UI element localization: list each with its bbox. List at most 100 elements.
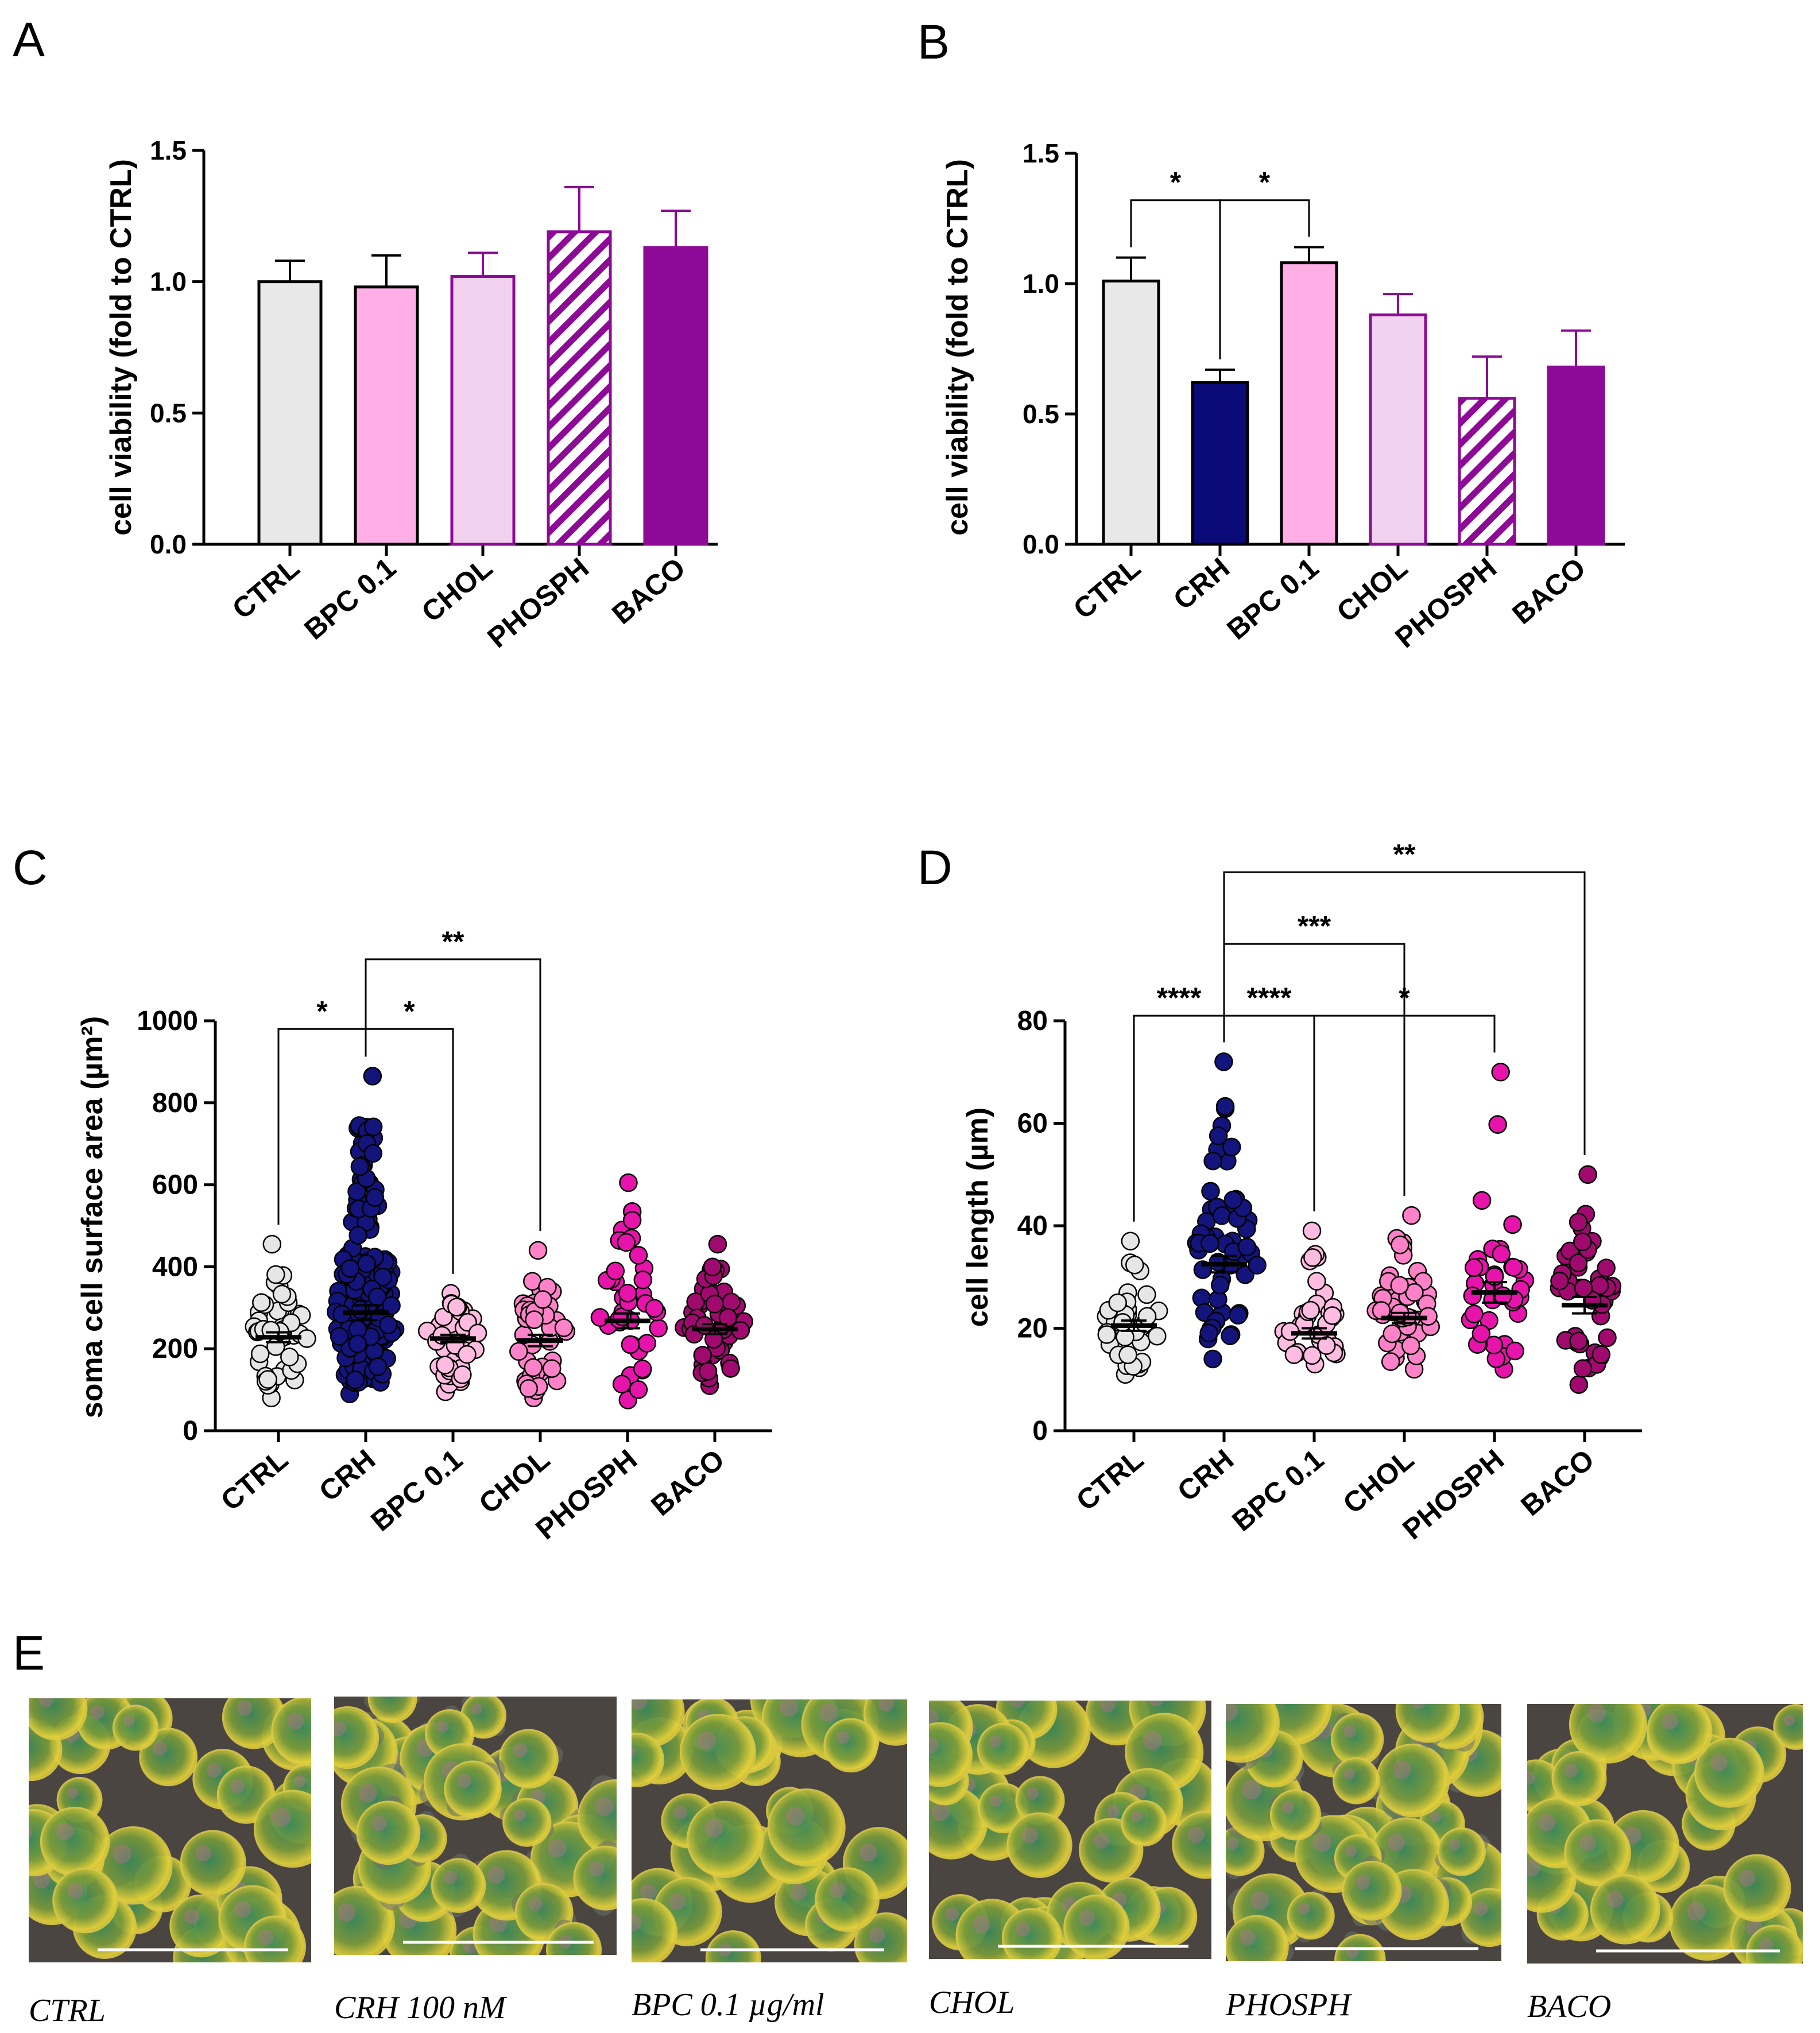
cell-highlight [1143,1731,1163,1751]
data-point [1284,1345,1304,1364]
cell-highlight [1343,1725,1356,1738]
data-point [633,1270,653,1289]
cell-highlight [548,1838,567,1858]
bar [1369,313,1427,546]
data-point [1137,1285,1156,1304]
cell [686,1800,764,1878]
cell-highlight [29,1826,32,1840]
cell-highlight [1606,1891,1624,1908]
micrograph-image [334,1697,617,1955]
cell [253,1790,311,1868]
cell-highlight [1016,1922,1031,1937]
cell-highlight [457,1773,472,1788]
cell [112,1705,159,1751]
y-tick-label: 200 [152,1334,198,1364]
cell-highlight [1710,1754,1728,1771]
cell-highlight [929,1737,939,1753]
cell [546,1922,602,1955]
data-point [1229,1306,1248,1325]
x-tick-label: BACO [606,552,691,631]
cell-highlight [704,1818,723,1838]
significance-label: *** [1298,910,1331,942]
panel-letter-d: D [917,841,952,894]
cell-highlight [371,1815,387,1831]
cell [632,1898,677,1962]
x-tick-label: CHOL [416,552,499,629]
cell [1376,1743,1450,1818]
data-point [1201,1182,1220,1201]
data-point [649,1319,668,1338]
micrograph-strip: CTRL CRH 100 nM BPC 0.1 µg/ml CHOL PHOSPH BAC… [29,1697,1803,2028]
cell-highlight [1687,1902,1706,1921]
data-point [252,1293,271,1312]
y-tick-label: 0.5 [150,398,187,428]
cell [40,1807,110,1877]
data-point [1597,1258,1616,1277]
cell [1001,1908,1062,1959]
data-point [629,1246,648,1265]
cell-highlight [869,1927,885,1943]
data-point [365,1188,385,1207]
cell-highlight [67,1787,79,1799]
cell [1773,1704,1803,1750]
cell [823,1718,878,1773]
cell-highlight [697,1731,717,1751]
panel-letter-b: B [917,15,950,69]
cell-highlight [184,1909,200,1924]
y-tick-label: 0 [1032,1416,1048,1446]
cell [367,1697,417,1724]
data-point [357,1254,376,1273]
bar [1102,279,1160,546]
data-point [1492,1244,1511,1264]
cell-highlight [1094,1833,1110,1849]
y-axis-label: cell viability (fold to CTRL) [104,159,138,536]
cell-highlight [1784,1714,1795,1726]
data-point [590,1308,610,1327]
cell [499,1729,559,1789]
cell-highlight [206,1763,222,1778]
cell [502,1798,552,1847]
cell-highlight [1343,1768,1356,1780]
y-tick-label: 60 [1017,1109,1048,1139]
cell-highlight [514,1809,526,1822]
y-tick-label: 0.0 [1023,529,1059,559]
cell-highlight [1387,1834,1405,1852]
cell [356,1800,421,1865]
data-point [1472,1324,1491,1343]
significance-label: * [316,995,328,1027]
bar [257,280,323,546]
cell [1269,1789,1321,1841]
x-tick-label: BACO [1506,552,1591,631]
micrograph-image [1226,1704,1501,1961]
data-point [1578,1165,1597,1184]
micrograph-image [929,1701,1211,1959]
data-point [1237,1237,1257,1257]
y-tick-label: 1.5 [1023,138,1059,168]
data-point [629,1380,648,1399]
cell-highlight [487,1866,505,1884]
x-tick-label: PHOSPH [481,552,595,655]
cell-highlight [1021,1827,1038,1844]
cell [679,1714,756,1790]
data-point [722,1292,741,1312]
cell-highlight [513,1742,528,1757]
y-tick-label: 0.0 [150,529,187,559]
bar [450,275,516,546]
cell-highlight [90,1705,104,1720]
cell-highlight [632,1914,642,1931]
cell-highlight [471,1703,483,1715]
cell-highlight [1226,1704,1238,1721]
data-point [718,1308,738,1327]
data-point [1569,1253,1588,1272]
cell-highlight [382,1697,388,1698]
data-point [622,1211,642,1230]
data-point [363,1117,383,1137]
data-point [378,1315,398,1334]
bar [354,285,419,546]
cell-highlight [195,1845,212,1862]
cell [1590,1874,1660,1945]
data-point [453,1365,472,1384]
cell-highlight [859,1844,877,1862]
cell-highlight [358,1784,377,1803]
